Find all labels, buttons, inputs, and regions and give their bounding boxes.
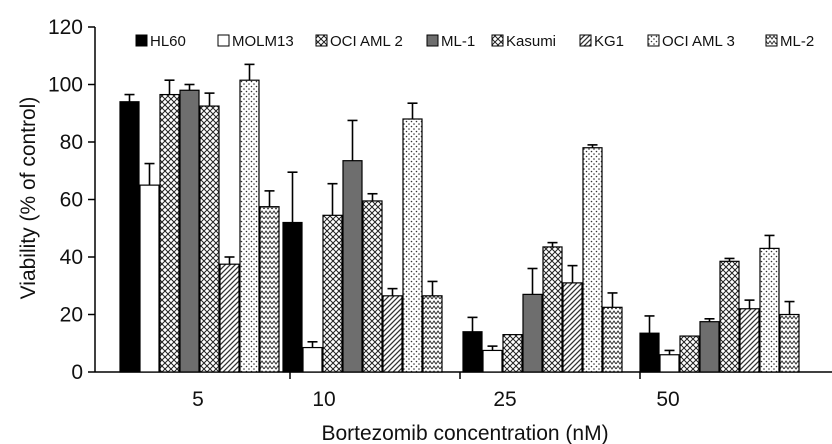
y-tick-label: 120 (48, 16, 83, 39)
bar (679, 335, 700, 373)
bar (119, 101, 140, 373)
legend-swatch (426, 34, 439, 47)
y-tick-label: 0 (71, 361, 83, 384)
legend-swatch (579, 34, 592, 47)
bar (402, 118, 423, 373)
bar (719, 260, 740, 373)
x-tick-label: 5 (192, 388, 204, 411)
legend-label: OCI AML 2 (330, 33, 403, 50)
legend: HL60 MOLM13 OCI AML 2 ML-1 Kasumi KG1 OCI AML … (135, 33, 814, 50)
bar (582, 147, 603, 373)
bar (602, 306, 623, 373)
bar (219, 263, 240, 373)
bar (159, 93, 180, 373)
bar (542, 246, 563, 373)
bar (342, 160, 363, 373)
bar (362, 200, 383, 373)
legend-label: MOLM13 (232, 33, 294, 50)
bar (382, 295, 403, 373)
bar (282, 221, 303, 373)
bar (522, 293, 543, 373)
bar (259, 206, 280, 373)
bar (639, 332, 660, 373)
bar (139, 184, 160, 373)
legend-swatch (217, 34, 230, 47)
legend-swatch (135, 34, 148, 47)
legend-label: ML-2 (780, 33, 814, 50)
legend-label: HL60 (150, 33, 186, 50)
bar (562, 282, 583, 373)
bar (699, 321, 720, 373)
legend-swatch (765, 34, 778, 47)
x-tick-label: 10 (312, 388, 335, 411)
x-tick-label: 50 (656, 388, 679, 411)
legend-label: OCI AML 3 (662, 33, 735, 50)
legend-label: Kasumi (506, 33, 556, 50)
bar (322, 214, 343, 373)
y-tick-label: 20 (60, 304, 83, 327)
y-tick-label: 40 (60, 246, 83, 269)
x-tick-label: 25 (493, 388, 516, 411)
bar (239, 79, 260, 373)
bar (759, 247, 780, 373)
bar (302, 346, 323, 373)
bar (779, 313, 800, 373)
bar (462, 331, 483, 373)
bar (482, 349, 503, 373)
legend-label: ML-1 (441, 33, 475, 50)
bar (659, 354, 680, 373)
x-axis-title: Bortezomib concentration (nM) (321, 422, 608, 444)
bars (119, 63, 800, 373)
y-tick-label: 60 (60, 189, 83, 212)
legend-swatch (315, 34, 328, 47)
y-ticks: 0 20 40 60 80 100 120 (48, 16, 95, 384)
x-ticks: 5 10 25 50 (192, 372, 680, 411)
legend-swatch (647, 34, 660, 47)
bar (179, 89, 200, 373)
y-axis-title: Viability (% of control) (17, 97, 40, 300)
bar (199, 105, 220, 373)
bar (739, 308, 760, 373)
bar (422, 295, 443, 373)
legend-label: KG1 (594, 33, 624, 50)
y-tick-label: 100 (48, 74, 83, 97)
bar (502, 334, 523, 373)
y-tick-label: 80 (60, 131, 83, 154)
legend-swatch (491, 34, 504, 47)
